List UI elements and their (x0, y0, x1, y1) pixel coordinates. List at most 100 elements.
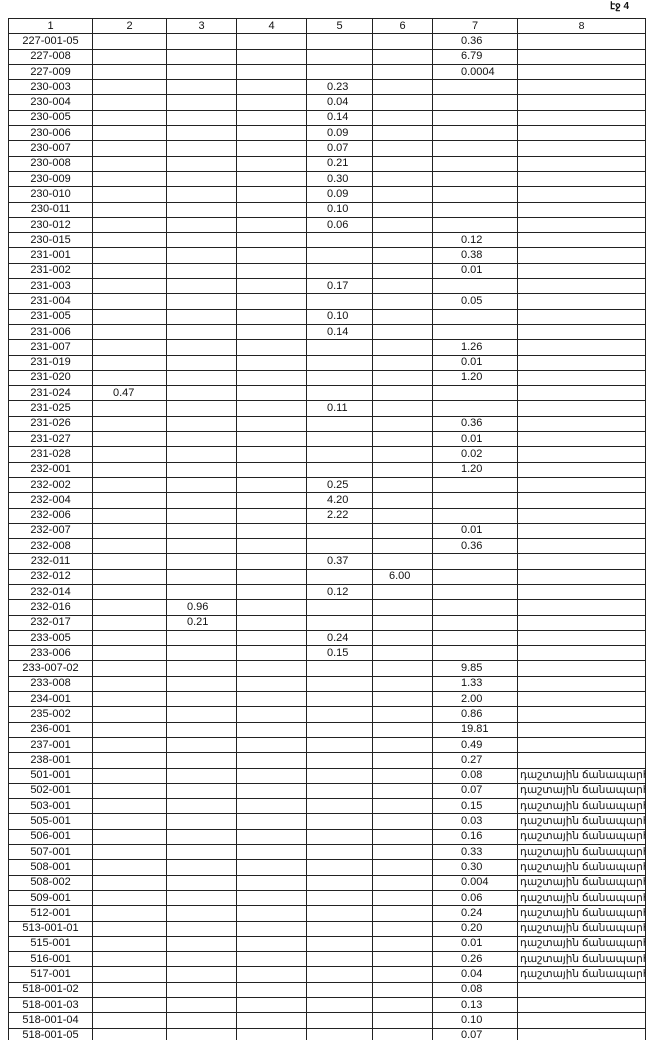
table-cell: 512-001 (8, 905, 93, 922)
table-cell (236, 354, 307, 371)
table-cell (92, 553, 167, 570)
table-cell (236, 522, 307, 540)
table-cell (166, 339, 237, 356)
table-cell: 9.85 (432, 660, 518, 677)
table-cell: 0.86 (432, 706, 518, 723)
table-cell: 502-001 (8, 782, 93, 800)
table-row: 233-008 1.33 (8, 675, 646, 693)
table-cell (517, 614, 646, 631)
table-cell (236, 400, 307, 417)
table-cell: 0.38 (432, 247, 518, 264)
table-cell (517, 201, 646, 218)
table-row: 231-020 1.20 (8, 369, 646, 387)
table-cell (432, 323, 518, 341)
table-cell (92, 354, 167, 371)
table-cell: 0.30 (432, 859, 518, 876)
table-cell (306, 247, 373, 264)
table-row: 227-008 6.79 (8, 48, 646, 65)
table-cell (92, 966, 167, 983)
table-cell (92, 109, 167, 127)
table-row: 238-001 0.27 (8, 752, 646, 769)
table-cell: 0.12 (306, 583, 373, 601)
table-cell (236, 293, 307, 310)
table-cell: 0.26 (432, 951, 518, 968)
table-cell (166, 629, 237, 647)
header-cell: 7 (432, 17, 518, 35)
table-cell (166, 278, 237, 295)
table-cell (517, 354, 646, 371)
table-cell (517, 369, 646, 387)
table-cell (166, 706, 237, 723)
table-row: 231-019 0.01 (8, 354, 646, 371)
table-cell (372, 874, 433, 891)
table-cell (236, 385, 307, 402)
table-cell (236, 247, 307, 264)
table-cell (166, 767, 237, 784)
table-cell (517, 522, 646, 540)
table-cell (92, 308, 167, 325)
table-cell: 231-020 (8, 369, 93, 387)
table-cell: դաշտային ճանապարհ (517, 966, 646, 983)
table-cell (306, 415, 373, 433)
table-cell: 232-002 (8, 476, 93, 494)
table-cell (306, 966, 373, 983)
table-row: 230-006 0.09 (8, 125, 646, 142)
table-row: 233-005 0.24 (8, 629, 646, 647)
table-cell (166, 507, 237, 524)
table-cell (372, 293, 433, 310)
table-cell (92, 140, 167, 157)
table-cell (517, 981, 646, 999)
table-cell (306, 828, 373, 846)
table-cell (372, 767, 433, 784)
table-cell: 230-005 (8, 109, 93, 127)
table-cell (517, 63, 646, 81)
table-cell (166, 492, 237, 509)
table-cell: 508-001 (8, 859, 93, 876)
table-cell (432, 201, 518, 218)
table-cell (306, 339, 373, 356)
table-cell: 0.17 (306, 278, 373, 295)
table-row: 233-007-02 9.85 (8, 660, 646, 677)
table-cell: 507-001 (8, 844, 93, 861)
table-cell (92, 186, 167, 203)
table-cell (306, 782, 373, 800)
table-cell: 516-001 (8, 951, 93, 968)
table-cell: 0.01 (432, 431, 518, 448)
table-cell: 231-024 (8, 385, 93, 402)
table-cell: 0.10 (306, 201, 373, 218)
table-cell (92, 63, 167, 81)
table-cell (306, 1027, 373, 1040)
table-row: 231-004 0.05 (8, 293, 646, 310)
table-cell (166, 935, 237, 953)
table-cell (236, 140, 307, 157)
table-row: 507-001 0.33 դաշտային ճանապարհ (8, 844, 646, 861)
table-cell (166, 400, 237, 417)
table-cell: 1.20 (432, 369, 518, 387)
table-cell: 0.25 (306, 476, 373, 494)
table-cell (372, 583, 433, 601)
table-cell (517, 1027, 646, 1040)
table-cell (236, 660, 307, 677)
table-row: 231-024 0.47 (8, 385, 646, 402)
table-cell (92, 691, 167, 708)
table-cell: 0.20 (432, 920, 518, 937)
table-cell (236, 415, 307, 433)
table-cell (92, 614, 167, 631)
table-cell: 0.14 (306, 109, 373, 127)
table-cell (372, 155, 433, 172)
table-cell (517, 431, 646, 448)
table-cell (92, 583, 167, 601)
table-cell: 19.81 (432, 721, 518, 738)
table-cell: 0.02 (432, 446, 518, 463)
table-cell (372, 706, 433, 723)
table-cell (517, 140, 646, 157)
table-cell (306, 385, 373, 402)
table-cell (372, 599, 433, 616)
table-cell: 0.21 (306, 155, 373, 172)
table-cell (517, 446, 646, 463)
table-cell: 1.26 (432, 339, 518, 356)
table-cell (166, 155, 237, 172)
table-row: 231-026 0.36 (8, 415, 646, 433)
table-cell: 238-001 (8, 752, 93, 769)
table-cell (166, 293, 237, 310)
